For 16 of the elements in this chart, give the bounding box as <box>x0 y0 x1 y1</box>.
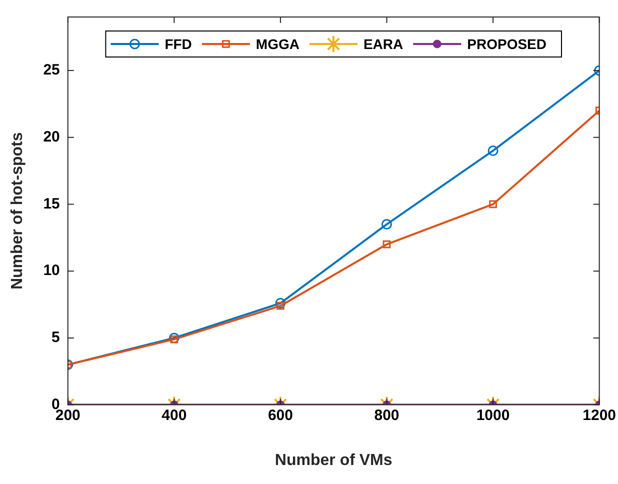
y-tick-label: 25 <box>43 62 60 79</box>
x-tick-label: 1200 <box>582 406 616 424</box>
y-tick-label: 5 <box>52 329 60 346</box>
x-tick-label: 1000 <box>476 406 510 424</box>
x-tick-label: 400 <box>162 406 187 424</box>
x-tick-label: 800 <box>374 406 400 424</box>
legend-label: FFD <box>164 36 192 52</box>
y-tick-label: 10 <box>43 262 60 280</box>
y-tick-label: 15 <box>43 195 60 212</box>
legend-label: PROPOSED <box>467 36 546 52</box>
legend-label: MGGA <box>256 36 300 52</box>
legend-label: EARA <box>363 36 404 52</box>
x-axis-title: Number of VMs <box>274 452 392 469</box>
x-tick-label: 600 <box>268 406 293 424</box>
y-tick-label: 20 <box>43 128 60 146</box>
y-axis-title: Number of hot-spots <box>9 132 26 290</box>
